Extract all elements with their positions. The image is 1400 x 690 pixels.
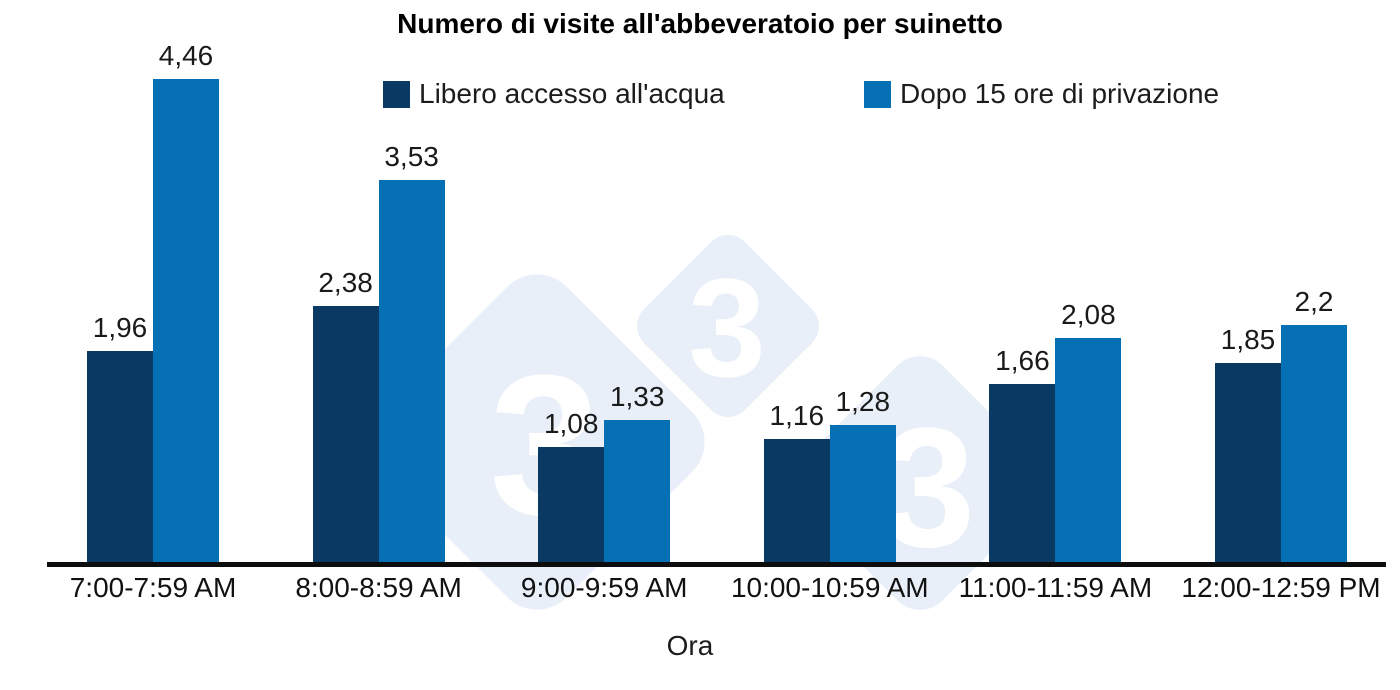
bar-free-access-0: [87, 351, 153, 565]
legend-label: Libero accesso all'acqua: [419, 78, 725, 109]
bar-free-access-2: [538, 447, 605, 565]
bar-deprivation-4: [1055, 338, 1122, 565]
legend-swatch-dark-blue: [383, 80, 410, 108]
watermark-digit-right: 3: [881, 393, 976, 583]
bar-free-access-4: [989, 384, 1056, 565]
bar-free-access-1: [312, 306, 379, 565]
legend-swatch-light-blue: [864, 80, 891, 108]
bar-deprivation-2: [604, 420, 671, 565]
x-tick-label-3: 10:00-10:59 AM: [730, 572, 929, 603]
legend-item-after-deprivation: Dopo 15 ore di privazione: [864, 78, 1219, 110]
bar-value-label: 1,16: [769, 400, 825, 431]
chart-title: Numero di visite all'abbeveratoio per su…: [397, 8, 1003, 39]
watermark-digits: 3 3 3: [489, 249, 975, 583]
bar-value-label: 2,08: [1061, 299, 1116, 330]
bar-value-label: 1,96: [92, 312, 148, 343]
bar-value-label: 3,53: [384, 141, 439, 172]
bar-value-label: 1,66: [995, 345, 1050, 376]
bar-value-label: 1,08: [543, 408, 599, 439]
bar-value-label: 1,85: [1220, 324, 1276, 355]
x-tick-label-1: 8:00-8:59 AM: [295, 572, 462, 603]
bar-deprivation-1: [378, 180, 445, 565]
bar-value-label: 4,46: [158, 40, 214, 71]
legend-item-free-access: Libero accesso all'acqua: [383, 78, 725, 110]
bar-free-access-3: [763, 439, 830, 565]
x-tick-label-5: 12:00-12:59 PM: [1181, 572, 1381, 603]
watermark-diamond-top: [636, 234, 820, 418]
bar-value-label: 1,33: [609, 381, 665, 412]
bar-value-label: 2,38: [318, 267, 373, 298]
x-axis-title: Ora: [666, 630, 714, 661]
bar-value-label: 2,2: [1294, 286, 1334, 317]
bar-deprivation-3: [829, 425, 896, 565]
legend-label: Dopo 15 ore di privazione: [900, 78, 1220, 109]
bar-deprivation-5: [1281, 325, 1347, 565]
x-tick-label-0: 7:00-7:59 AM: [69, 572, 237, 603]
x-axis-line: [47, 562, 1386, 567]
x-tick-label-2: 9:00-9:59 AM: [520, 572, 688, 603]
bar-deprivation-0: [153, 79, 219, 565]
watermark-digit-top: 3: [688, 249, 766, 406]
bar-value-label: 1,28: [835, 386, 891, 417]
bar-free-access-5: [1215, 363, 1281, 565]
x-tick-label-4: 11:00-11:59 AM: [958, 572, 1153, 603]
